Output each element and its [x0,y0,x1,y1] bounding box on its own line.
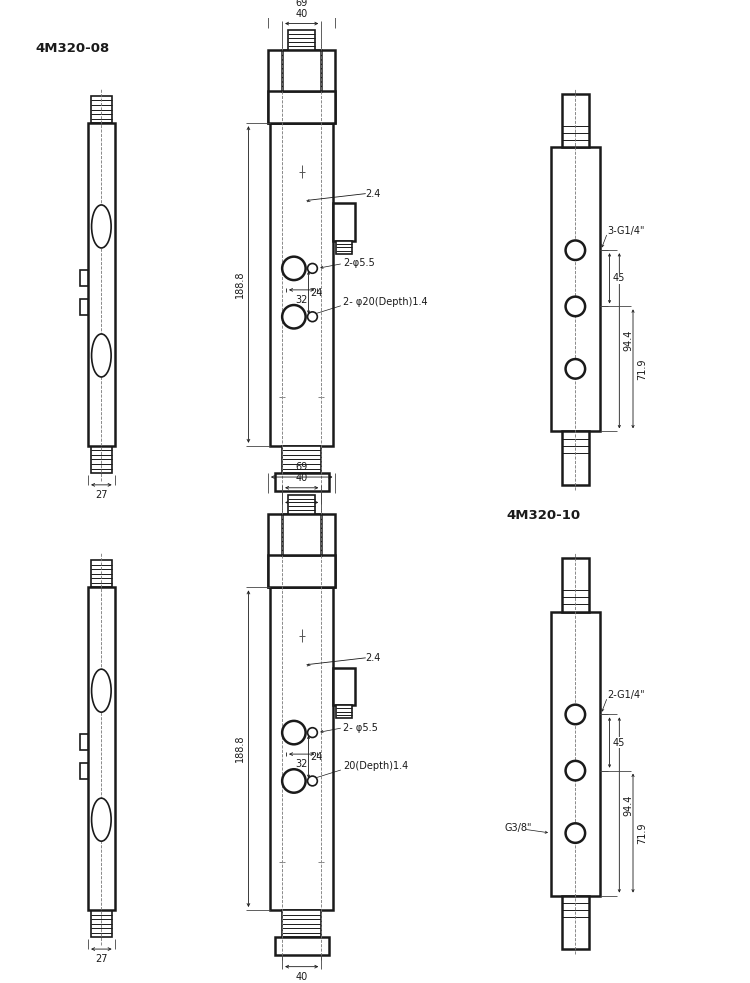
Text: 188.8: 188.8 [235,270,244,298]
Bar [88,123,115,445]
Text: 32: 32 [296,759,308,769]
Bar [562,93,589,147]
Bar [80,270,88,286]
Bar [88,588,115,910]
Bar [288,494,316,514]
Text: 94.4: 94.4 [623,794,633,816]
Ellipse shape [566,761,585,781]
Text: 188.8: 188.8 [235,735,244,763]
Bar [270,588,334,910]
Ellipse shape [92,204,111,248]
Text: 4M320-10: 4M320-10 [507,509,581,522]
Ellipse shape [566,297,585,317]
Bar [91,445,112,473]
Bar [334,203,355,241]
Text: 2.4: 2.4 [366,189,381,199]
Bar [282,910,321,938]
Text: 32: 32 [296,295,308,305]
Bar [91,96,112,123]
Bar [274,473,328,491]
Bar [282,514,321,555]
Text: 40: 40 [296,507,307,517]
Bar [80,299,88,315]
Text: 20(Depth)1.4: 20(Depth)1.4 [344,761,409,772]
Text: 45: 45 [613,273,625,283]
Bar [268,514,335,588]
Bar [268,555,335,588]
Ellipse shape [92,334,111,376]
Ellipse shape [308,777,317,785]
Text: 40: 40 [296,473,307,483]
Text: 94.4: 94.4 [623,330,633,352]
Text: 2-G1/4": 2-G1/4" [608,690,645,700]
Bar [282,50,321,91]
Bar [337,705,352,719]
Text: 27: 27 [95,490,107,499]
Ellipse shape [92,669,111,712]
Ellipse shape [282,770,305,792]
Text: 2- φ5.5: 2- φ5.5 [344,723,378,732]
Bar [80,764,88,780]
Text: 71.9: 71.9 [637,823,647,843]
Ellipse shape [282,305,305,328]
Text: 24: 24 [310,752,322,762]
Text: 24: 24 [310,288,322,298]
Ellipse shape [282,721,305,744]
Ellipse shape [308,312,317,321]
Bar [274,938,328,954]
Text: 3-G1/4": 3-G1/4" [608,226,645,236]
Bar [334,667,355,705]
Bar [551,611,600,896]
Text: 45: 45 [613,737,625,747]
Bar [551,147,600,432]
Bar [562,896,589,950]
Bar [282,445,321,473]
Ellipse shape [566,824,585,842]
Text: 71.9: 71.9 [637,358,647,379]
Bar [268,50,335,123]
Text: G3/8": G3/8" [504,823,532,834]
Bar [562,558,589,611]
Bar [91,910,112,938]
Ellipse shape [566,241,585,260]
Ellipse shape [308,263,317,273]
Ellipse shape [282,257,305,280]
Text: 69: 69 [296,462,307,472]
Bar [288,30,316,50]
Bar [268,91,335,123]
Text: 27: 27 [95,954,107,964]
Text: 40: 40 [296,9,307,19]
Text: 4M320-08: 4M320-08 [36,42,110,55]
Bar [562,432,589,485]
Bar [80,734,88,750]
Text: 2- φ20(Depth)1.4: 2- φ20(Depth)1.4 [344,297,427,307]
Ellipse shape [92,798,111,841]
Text: 2-φ5.5: 2-φ5.5 [344,259,375,268]
Bar [270,123,334,445]
Bar [337,241,352,255]
Ellipse shape [566,705,585,724]
Text: 40: 40 [296,971,307,982]
Bar [91,560,112,588]
Text: 2.4: 2.4 [366,653,381,663]
Ellipse shape [566,359,585,378]
Ellipse shape [308,727,317,737]
Text: 69: 69 [296,0,307,8]
